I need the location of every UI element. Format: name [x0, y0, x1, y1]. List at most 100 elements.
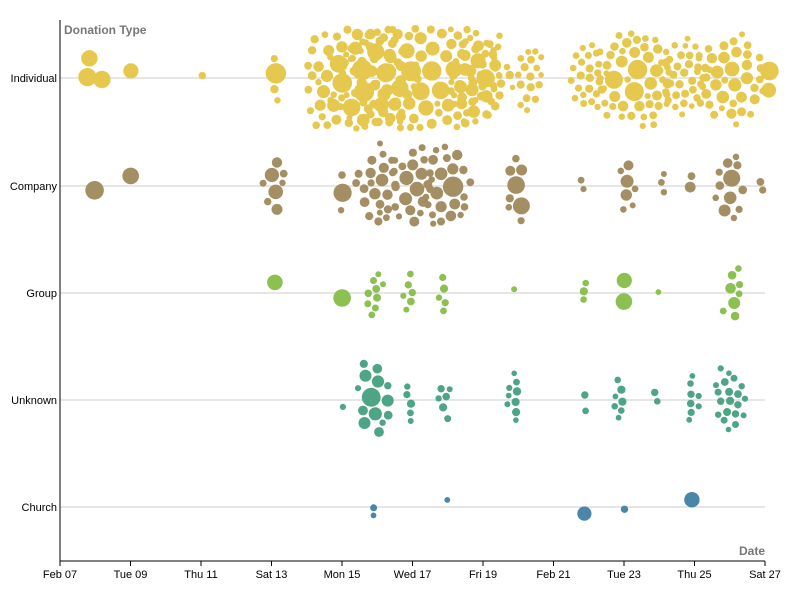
- donation-dot-individual[interactable]: [535, 81, 543, 89]
- donation-dot-individual[interactable]: [426, 118, 437, 129]
- donation-dot-individual[interactable]: [388, 97, 402, 111]
- donation-dot-group[interactable]: [582, 279, 589, 287]
- donation-dot-company[interactable]: [715, 168, 723, 176]
- donation-dot-individual[interactable]: [270, 85, 279, 94]
- donation-dot-individual[interactable]: [740, 72, 754, 85]
- donation-dot-individual[interactable]: [327, 96, 335, 104]
- donation-dot-individual[interactable]: [688, 103, 695, 109]
- donation-dot-individual[interactable]: [692, 43, 699, 50]
- donation-dot-individual[interactable]: [418, 100, 434, 116]
- donation-dot-individual[interactable]: [467, 34, 474, 42]
- donation-dot-individual[interactable]: [617, 100, 629, 112]
- donation-dot-company[interactable]: [279, 179, 286, 186]
- donation-dot-individual[interactable]: [750, 83, 759, 93]
- donation-dot-group[interactable]: [370, 277, 377, 284]
- donation-dot-group[interactable]: [511, 286, 518, 293]
- donation-dot-individual[interactable]: [571, 94, 579, 102]
- donation-dot-individual[interactable]: [669, 70, 678, 79]
- donation-dot-individual[interactable]: [525, 48, 532, 55]
- donation-dot-individual[interactable]: [453, 123, 461, 131]
- donation-dot-individual[interactable]: [671, 42, 678, 49]
- donation-dot-company[interactable]: [383, 205, 392, 214]
- donation-dot-individual[interactable]: [627, 59, 648, 80]
- donation-dot-individual[interactable]: [574, 84, 583, 92]
- donation-dot-individual[interactable]: [640, 42, 649, 52]
- donation-dot-individual[interactable]: [369, 54, 379, 64]
- donation-dot-unknown[interactable]: [740, 412, 747, 419]
- donation-dot-individual[interactable]: [453, 111, 462, 120]
- donation-dot-company[interactable]: [437, 217, 445, 226]
- donation-dot-individual[interactable]: [198, 71, 206, 80]
- donation-dot-individual[interactable]: [320, 69, 334, 82]
- donation-dot-individual[interactable]: [495, 91, 504, 100]
- donation-dot-individual[interactable]: [489, 59, 502, 72]
- donation-dot-individual[interactable]: [580, 91, 587, 99]
- donation-dot-unknown[interactable]: [686, 416, 693, 423]
- donation-dot-individual[interactable]: [375, 36, 385, 46]
- donation-dot-individual[interactable]: [572, 52, 580, 59]
- donation-dot-individual[interactable]: [78, 68, 97, 87]
- donation-dot-individual[interactable]: [741, 59, 753, 71]
- donation-dot-individual[interactable]: [609, 102, 617, 111]
- donation-dot-individual[interactable]: [688, 76, 697, 85]
- donation-dot-individual[interactable]: [388, 39, 397, 48]
- donation-dot-church[interactable]: [577, 506, 592, 521]
- donation-dot-individual[interactable]: [527, 55, 535, 64]
- donation-dot-individual[interactable]: [736, 91, 747, 103]
- donation-dot-individual[interactable]: [606, 50, 615, 60]
- donation-dot-individual[interactable]: [450, 100, 458, 108]
- donation-dot-individual[interactable]: [402, 97, 416, 110]
- donation-dot-individual[interactable]: [369, 99, 379, 109]
- donation-dot-individual[interactable]: [476, 69, 495, 88]
- donation-dot-company[interactable]: [398, 162, 407, 171]
- donation-dot-individual[interactable]: [373, 28, 381, 36]
- donation-dot-individual[interactable]: [659, 76, 667, 84]
- donation-dot-unknown[interactable]: [687, 390, 695, 398]
- donation-dot-company[interactable]: [629, 202, 636, 209]
- donation-dot-company[interactable]: [430, 220, 437, 227]
- donation-dot-individual[interactable]: [579, 44, 586, 52]
- donation-dot-individual[interactable]: [700, 63, 710, 73]
- donation-dot-individual[interactable]: [327, 54, 334, 61]
- donation-dot-individual[interactable]: [393, 58, 403, 67]
- donation-dot-company[interactable]: [365, 167, 376, 179]
- donation-dot-individual[interactable]: [343, 25, 352, 34]
- donation-dot-individual[interactable]: [597, 85, 606, 94]
- donation-dot-unknown[interactable]: [715, 411, 722, 418]
- donation-dot-group[interactable]: [407, 297, 415, 306]
- donation-dot-group[interactable]: [735, 290, 743, 298]
- donation-dot-company[interactable]: [738, 185, 747, 195]
- donation-dot-company[interactable]: [365, 212, 374, 221]
- donation-dot-company[interactable]: [434, 167, 448, 181]
- donation-dot-individual[interactable]: [353, 125, 360, 132]
- donation-dot-unknown[interactable]: [651, 388, 659, 397]
- donation-dot-unknown[interactable]: [612, 393, 619, 400]
- donation-dot-unknown[interactable]: [725, 387, 734, 396]
- donation-dot-group[interactable]: [655, 289, 662, 295]
- donation-dot-individual[interactable]: [567, 77, 575, 84]
- donation-dot-individual[interactable]: [317, 85, 330, 99]
- donation-dot-individual[interactable]: [304, 85, 313, 94]
- donation-dot-individual[interactable]: [330, 91, 338, 98]
- donation-dot-group[interactable]: [435, 294, 443, 301]
- donation-dot-group[interactable]: [375, 271, 382, 278]
- donation-dot-unknown[interactable]: [512, 387, 522, 396]
- donation-dot-individual[interactable]: [615, 55, 628, 68]
- donation-dot-individual[interactable]: [684, 60, 694, 69]
- donation-dot-individual[interactable]: [622, 38, 632, 48]
- donation-dot-individual[interactable]: [351, 59, 373, 81]
- donation-dot-individual[interactable]: [533, 64, 541, 72]
- donation-dot-individual[interactable]: [377, 87, 391, 101]
- donation-dot-company[interactable]: [415, 167, 428, 180]
- donation-dot-individual[interactable]: [618, 113, 626, 120]
- donation-dot-unknown[interactable]: [511, 370, 517, 377]
- donation-dot-company[interactable]: [390, 167, 398, 176]
- donation-dot-unknown[interactable]: [339, 403, 346, 410]
- donation-dot-individual[interactable]: [391, 79, 409, 98]
- donation-dot-group[interactable]: [333, 289, 351, 307]
- donation-dot-individual[interactable]: [490, 101, 500, 111]
- donation-dot-group[interactable]: [372, 285, 381, 293]
- donation-dot-individual[interactable]: [689, 85, 697, 94]
- donation-dot-individual[interactable]: [726, 108, 737, 119]
- donation-dot-individual[interactable]: [365, 65, 378, 77]
